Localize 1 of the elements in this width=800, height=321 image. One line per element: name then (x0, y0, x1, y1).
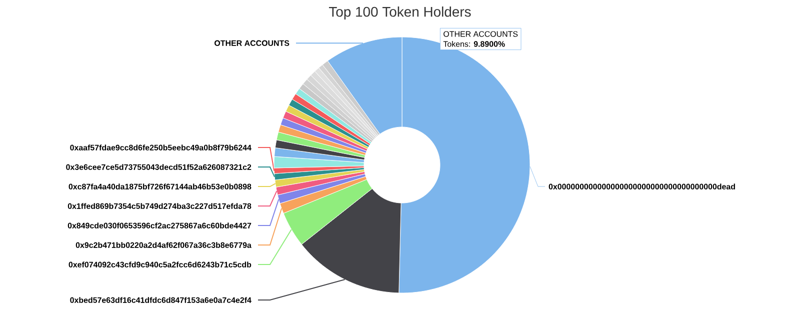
chart-title: Top 100 Token Holders (328, 6, 471, 20)
